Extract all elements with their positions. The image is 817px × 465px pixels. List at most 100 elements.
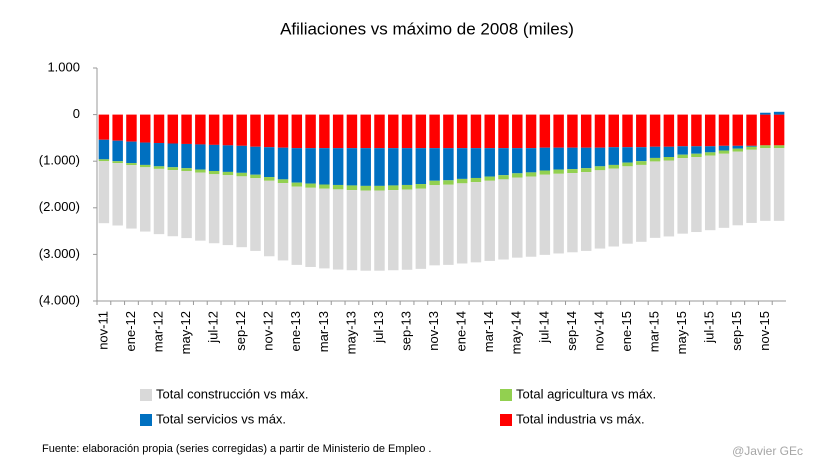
bar-segment xyxy=(649,114,661,147)
bar-segment xyxy=(388,114,399,149)
bar-segment xyxy=(525,172,537,177)
bar-segment xyxy=(677,154,688,159)
credit: @Javier GEc xyxy=(732,444,803,458)
bar-segment xyxy=(594,114,606,148)
bar-segment xyxy=(718,114,730,146)
bar-segment xyxy=(401,184,413,190)
bar-segment xyxy=(691,157,702,233)
bar-segment xyxy=(553,114,564,148)
bar-segment xyxy=(388,148,399,186)
bar-segment xyxy=(525,114,537,149)
bar-segment xyxy=(236,145,247,173)
bar-segment xyxy=(746,145,757,147)
bar-segment xyxy=(691,114,702,147)
bar-segment xyxy=(649,146,661,158)
bar-segment xyxy=(732,148,744,152)
bar-segment xyxy=(153,114,165,144)
bar-segment xyxy=(746,114,757,146)
bar-segment xyxy=(470,114,482,149)
y-tick-label: (1.000) xyxy=(39,153,80,168)
legend-swatch xyxy=(140,389,152,401)
bar-segment xyxy=(484,180,495,261)
bar-segment xyxy=(429,114,440,149)
bar-segment xyxy=(374,114,385,149)
bar-segment xyxy=(401,148,413,185)
bar-segment xyxy=(553,173,564,254)
bar-segment xyxy=(112,163,123,226)
bar-segment xyxy=(498,179,509,260)
bar-segment xyxy=(360,185,371,191)
bar-segment xyxy=(222,171,234,176)
bar-segment xyxy=(126,141,137,164)
bar-segment xyxy=(195,172,206,241)
bar-segment xyxy=(222,114,234,146)
bar-segment xyxy=(429,180,440,186)
bar-segment xyxy=(608,164,619,169)
bar-segment xyxy=(250,146,261,175)
bar-segment xyxy=(153,143,165,167)
bar-segment xyxy=(539,174,551,255)
x-tick-label: nov-13 xyxy=(426,311,441,351)
bar-segment xyxy=(167,170,179,237)
bar-segment xyxy=(539,170,551,175)
x-tick-label: nov-11 xyxy=(95,311,110,350)
chart-title: Afiliaciones vs máximo de 2008 (miles) xyxy=(280,19,574,38)
x-tick-label: jul-13 xyxy=(371,311,386,344)
bar-segment xyxy=(388,190,399,271)
x-tick-label: jul-15 xyxy=(702,311,717,344)
bar-segment xyxy=(732,151,744,226)
bar-segment xyxy=(622,147,633,163)
bar-segment xyxy=(429,185,440,266)
x-tick-label: nov-12 xyxy=(261,311,276,351)
bar-segment xyxy=(305,148,316,184)
bar-segment xyxy=(346,114,358,149)
bar-segment xyxy=(167,143,179,168)
bar-segment xyxy=(677,146,688,155)
bar-segment xyxy=(181,143,192,169)
bar-segment xyxy=(718,150,730,154)
bar-segment xyxy=(512,173,523,178)
bar-segment xyxy=(498,175,509,180)
bar-segment xyxy=(291,182,303,187)
bar-segment xyxy=(319,114,330,149)
bar-segment xyxy=(470,148,482,178)
bar-segment xyxy=(346,148,358,186)
bar-segment xyxy=(608,168,619,247)
x-tick-label: ene-14 xyxy=(454,311,469,351)
bar-segment xyxy=(663,114,675,147)
bar-segment xyxy=(401,114,413,149)
bar-segment xyxy=(360,114,371,149)
x-tick-label: nov-15 xyxy=(757,311,772,351)
legend-swatch xyxy=(140,414,152,426)
legend-swatch xyxy=(500,414,512,426)
bar-segment xyxy=(98,161,110,224)
bar-segment xyxy=(277,183,289,261)
bar-segment xyxy=(126,163,137,166)
x-tick-label: jul-12 xyxy=(206,311,221,344)
bar-segment xyxy=(443,148,454,181)
bar-segment xyxy=(332,114,344,149)
bar-segment xyxy=(374,190,385,271)
bar-segment xyxy=(443,114,454,149)
bar-segment xyxy=(456,148,468,179)
bar-segment xyxy=(594,147,606,167)
bar-segment xyxy=(332,184,344,190)
bar-segment xyxy=(636,147,647,162)
bar-segment xyxy=(291,114,303,149)
bar-segment xyxy=(264,147,275,178)
x-tick-label: ene-12 xyxy=(123,311,138,351)
bar-segment xyxy=(139,142,151,165)
bar-segment xyxy=(415,188,427,269)
bar-segment xyxy=(580,114,592,148)
bar-segment xyxy=(98,139,110,160)
bar-segment xyxy=(498,114,509,149)
bar-segment xyxy=(649,161,661,238)
bar-segment xyxy=(539,114,551,148)
bar-segment xyxy=(264,180,275,257)
bar-segment xyxy=(525,148,537,173)
y-tick-label: (2.000) xyxy=(39,199,80,214)
bar-segment xyxy=(760,145,771,149)
legend-label: Total construcción vs máx. xyxy=(156,386,308,401)
bar-segment xyxy=(691,146,702,154)
bar-segment xyxy=(374,185,385,191)
